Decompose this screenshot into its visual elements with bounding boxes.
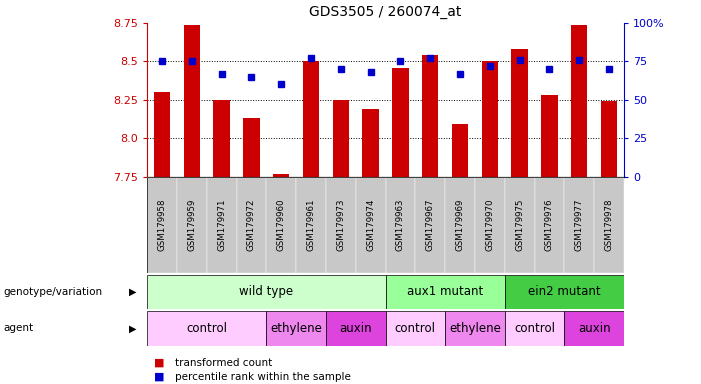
Bar xyxy=(303,61,319,177)
Bar xyxy=(505,177,535,273)
Bar xyxy=(505,275,624,309)
Text: auxin: auxin xyxy=(578,322,611,335)
Bar xyxy=(445,177,475,273)
Bar xyxy=(512,49,528,177)
Text: GSM179961: GSM179961 xyxy=(306,199,315,251)
Text: GSM179959: GSM179959 xyxy=(187,199,196,251)
Bar xyxy=(297,177,326,273)
Text: percentile rank within the sample: percentile rank within the sample xyxy=(175,372,351,382)
Bar xyxy=(355,177,386,273)
Text: ▶: ▶ xyxy=(129,287,137,297)
Text: GSM179973: GSM179973 xyxy=(336,199,346,251)
Bar xyxy=(445,311,505,346)
Bar xyxy=(147,311,266,346)
Bar xyxy=(243,118,259,177)
Bar xyxy=(326,311,386,346)
Bar xyxy=(184,25,200,177)
Bar xyxy=(266,177,297,273)
Bar xyxy=(601,101,617,177)
Text: ein2 mutant: ein2 mutant xyxy=(528,285,601,298)
Text: GSM179970: GSM179970 xyxy=(485,199,494,251)
Text: ▶: ▶ xyxy=(129,323,137,333)
Text: control: control xyxy=(186,322,227,335)
Text: GSM179971: GSM179971 xyxy=(217,199,226,251)
Text: GSM179969: GSM179969 xyxy=(456,199,465,251)
Text: GSM179974: GSM179974 xyxy=(366,199,375,251)
Title: GDS3505 / 260074_at: GDS3505 / 260074_at xyxy=(309,5,462,19)
Bar xyxy=(333,100,349,177)
Text: GSM179960: GSM179960 xyxy=(277,199,286,251)
Bar xyxy=(362,109,379,177)
Bar xyxy=(177,177,207,273)
Bar xyxy=(422,55,438,177)
Text: ethylene: ethylene xyxy=(449,322,501,335)
Bar xyxy=(386,177,415,273)
Bar xyxy=(594,177,624,273)
Text: ■: ■ xyxy=(154,372,165,382)
Text: GSM179976: GSM179976 xyxy=(545,199,554,251)
Bar xyxy=(534,177,564,273)
Bar xyxy=(482,61,498,177)
Text: ethylene: ethylene xyxy=(270,322,322,335)
Bar xyxy=(505,311,564,346)
Bar xyxy=(214,100,230,177)
Bar xyxy=(564,177,594,273)
Text: control: control xyxy=(514,322,555,335)
Text: ■: ■ xyxy=(154,358,165,368)
Text: GSM179958: GSM179958 xyxy=(158,199,167,251)
Bar xyxy=(386,275,505,309)
Text: aux1 mutant: aux1 mutant xyxy=(407,285,483,298)
Bar xyxy=(415,177,445,273)
Text: GSM179967: GSM179967 xyxy=(426,199,435,251)
Text: GSM179963: GSM179963 xyxy=(396,199,405,251)
Bar xyxy=(564,311,624,346)
Text: agent: agent xyxy=(4,323,34,333)
Bar xyxy=(452,124,468,177)
Bar xyxy=(541,95,557,177)
Bar xyxy=(237,177,266,273)
Text: wild type: wild type xyxy=(239,285,294,298)
Bar xyxy=(571,25,587,177)
Text: GSM179977: GSM179977 xyxy=(575,199,584,251)
Bar xyxy=(147,177,177,273)
Text: control: control xyxy=(395,322,436,335)
Bar xyxy=(207,177,237,273)
Text: auxin: auxin xyxy=(339,322,372,335)
Bar xyxy=(393,68,409,177)
Text: GSM179972: GSM179972 xyxy=(247,199,256,251)
Bar xyxy=(154,92,170,177)
Bar xyxy=(266,311,326,346)
Bar xyxy=(386,311,445,346)
Bar xyxy=(475,177,505,273)
Text: GSM179975: GSM179975 xyxy=(515,199,524,251)
Text: GSM179978: GSM179978 xyxy=(604,199,613,251)
Bar xyxy=(147,275,386,309)
Bar xyxy=(326,177,356,273)
Text: transformed count: transformed count xyxy=(175,358,273,368)
Text: genotype/variation: genotype/variation xyxy=(4,287,102,297)
Bar xyxy=(273,174,290,177)
